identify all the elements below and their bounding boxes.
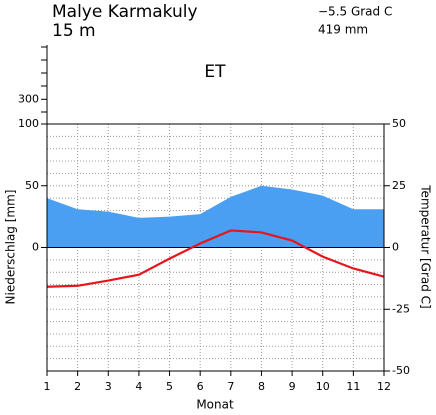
x-tick-label: 5 (166, 380, 173, 393)
chart-subtitle: 15 m (52, 21, 96, 41)
x-tick-label: 4 (135, 380, 142, 393)
x-tick-label: 10 (316, 380, 330, 393)
y-axis-label: Niederschlag [mm] (4, 190, 18, 305)
x-axis-label: Monat (196, 398, 234, 412)
y-tick-label: 50 (25, 179, 39, 192)
x-tick-label: 7 (227, 380, 234, 393)
x-tick-label: 9 (289, 380, 296, 393)
chart-title: Malye Karmakuly (52, 2, 198, 22)
x-tick-label: 2 (74, 380, 81, 393)
x-tick-label: 6 (197, 380, 204, 393)
climate-class: ET (204, 62, 226, 82)
y2-tick-label: -50 (392, 364, 410, 377)
y2-tick-label: -25 (392, 302, 410, 315)
precipitation-area (47, 185, 384, 248)
upper-axis (41, 45, 48, 124)
y2-axis-label: Temperatur [Grad C] (419, 184, 433, 308)
x-tick-label: 11 (346, 380, 360, 393)
y-tick-label: 0 (32, 241, 39, 254)
x-tick-label: 12 (377, 380, 391, 393)
y2-tick-label: 0 (392, 241, 399, 254)
x-tick-label: 3 (105, 380, 112, 393)
x-tick-label: 8 (258, 380, 265, 393)
y2-tick-label: 50 (392, 117, 406, 130)
annotation: 419 mm (318, 23, 368, 37)
y-tick-label: 100 (18, 117, 39, 130)
temperature-line (46, 229, 385, 288)
annotation: −5.5 Grad C (318, 5, 392, 19)
y-tick-label: 300 (18, 92, 39, 105)
x-tick-label: 1 (44, 380, 51, 393)
y2-tick-label: 25 (392, 179, 406, 192)
